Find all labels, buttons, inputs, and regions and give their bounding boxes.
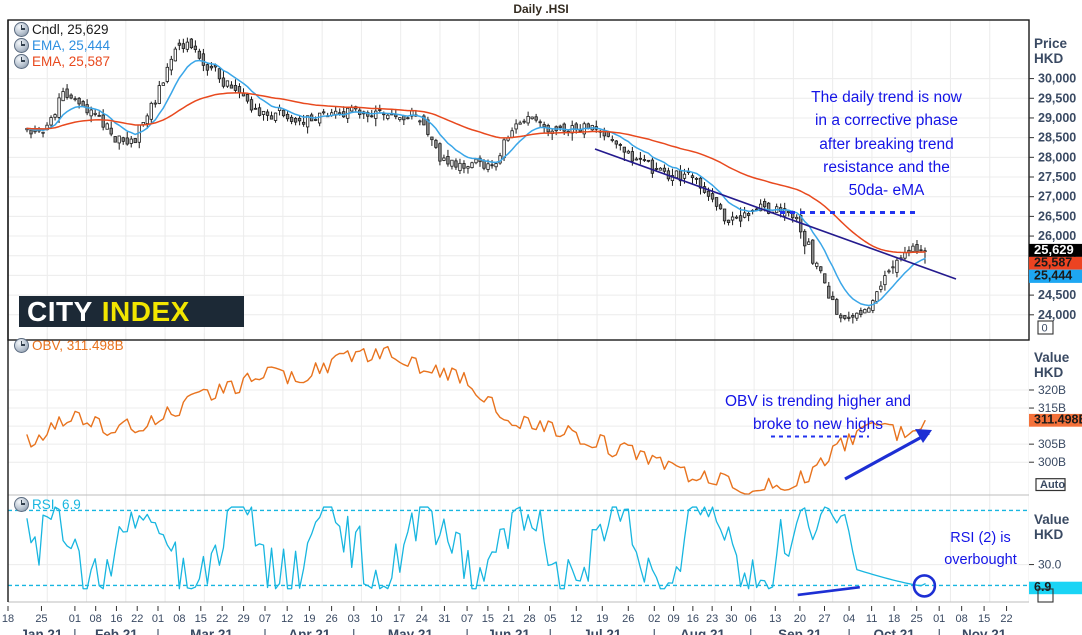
svg-text:Price: Price [1034,36,1068,51]
svg-text:19: 19 [303,613,315,625]
svg-text:6.9: 6.9 [1034,580,1051,594]
svg-text:01: 01 [933,613,945,625]
svg-text:16: 16 [110,613,122,625]
svg-text:|: | [156,627,160,635]
svg-text:Feb 21: Feb 21 [95,627,138,635]
svg-text:25,444: 25,444 [1034,269,1072,283]
svg-text:08: 08 [90,613,102,625]
svg-text:Jan 21: Jan 21 [20,627,63,635]
svg-text:Aug 21: Aug 21 [680,627,726,635]
svg-text:HKD: HKD [1034,51,1063,66]
svg-text:07: 07 [461,613,473,625]
svg-text:08: 08 [173,613,185,625]
svg-text:31: 31 [438,613,450,625]
svg-text:|: | [653,627,657,635]
svg-text:13: 13 [769,613,781,625]
svg-text:HKD: HKD [1034,527,1063,542]
svg-text:20: 20 [794,613,806,625]
svg-text:05: 05 [544,613,556,625]
svg-text:Sep 21: Sep 21 [778,627,822,635]
svg-text:26: 26 [622,613,634,625]
svg-text:|: | [352,627,356,635]
svg-text:27: 27 [818,613,830,625]
svg-text:02: 02 [648,613,660,625]
svg-text:300B: 300B [1038,455,1066,469]
svg-text:07: 07 [259,613,271,625]
svg-text:15: 15 [482,613,494,625]
svg-text:Nov 21: Nov 21 [962,627,1007,635]
svg-text:26: 26 [325,613,337,625]
svg-text:01: 01 [152,613,164,625]
svg-text:24: 24 [416,613,428,625]
svg-text:23: 23 [706,613,718,625]
svg-text:30: 30 [725,613,737,625]
svg-text:Value: Value [1034,512,1070,527]
svg-text:22: 22 [216,613,228,625]
svg-text:19: 19 [596,613,608,625]
svg-text:|: | [749,627,753,635]
svg-text:29,500: 29,500 [1038,91,1076,105]
svg-text:26,500: 26,500 [1038,209,1076,223]
svg-text:|: | [465,627,469,635]
svg-text:22: 22 [1000,613,1012,625]
svg-text:27,000: 27,000 [1038,190,1076,204]
svg-text:25,629: 25,629 [1034,242,1074,257]
svg-text:27,500: 27,500 [1038,170,1076,184]
svg-text:12: 12 [570,613,582,625]
svg-text:21: 21 [503,613,515,625]
svg-text:24,500: 24,500 [1038,288,1076,302]
svg-text:|: | [549,627,553,635]
svg-text:06: 06 [745,613,757,625]
svg-text:04: 04 [843,613,855,625]
svg-text:Jun 21: Jun 21 [487,627,530,635]
svg-text:Apr 21: Apr 21 [288,627,331,635]
svg-text:311.498B: 311.498B [1034,413,1082,427]
svg-text:28,500: 28,500 [1038,131,1076,145]
svg-text:Value: Value [1034,350,1070,365]
svg-text:18: 18 [888,613,900,625]
svg-text:Oct 21: Oct 21 [874,627,916,635]
svg-text:09: 09 [667,613,679,625]
svg-text:16: 16 [687,613,699,625]
svg-text:29,000: 29,000 [1038,111,1076,125]
svg-text:15: 15 [195,613,207,625]
svg-text:25,587: 25,587 [1034,256,1072,270]
svg-text:24,000: 24,000 [1038,308,1076,322]
svg-text:320B: 320B [1038,383,1066,397]
svg-text:10: 10 [370,613,382,625]
svg-text:01: 01 [69,613,81,625]
svg-text:Auto: Auto [1040,479,1065,491]
svg-text:30.0: 30.0 [1038,558,1062,572]
svg-text:|: | [73,627,77,635]
svg-text:25: 25 [911,613,923,625]
svg-text:08: 08 [956,613,968,625]
svg-text:|: | [263,627,267,635]
svg-text:15: 15 [978,613,990,625]
svg-text:25: 25 [35,613,47,625]
svg-text:|: | [937,627,941,635]
svg-text:0: 0 [1042,323,1048,335]
svg-text:28: 28 [523,613,535,625]
svg-text:17: 17 [393,613,405,625]
svg-text:18: 18 [2,613,14,625]
svg-text:28,000: 28,000 [1038,150,1076,164]
svg-text:30,000: 30,000 [1038,72,1076,86]
svg-text:22: 22 [131,613,143,625]
svg-text:03: 03 [348,613,360,625]
svg-text:HKD: HKD [1034,365,1063,380]
svg-text:|: | [847,627,851,635]
svg-text:29: 29 [237,613,249,625]
svg-text:Mar 21: Mar 21 [190,627,233,635]
svg-text:11: 11 [866,613,877,625]
svg-text:12: 12 [281,613,293,625]
svg-text:Jul 21: Jul 21 [583,627,622,635]
svg-text:May 21: May 21 [388,627,434,635]
svg-text:305B: 305B [1038,437,1066,451]
